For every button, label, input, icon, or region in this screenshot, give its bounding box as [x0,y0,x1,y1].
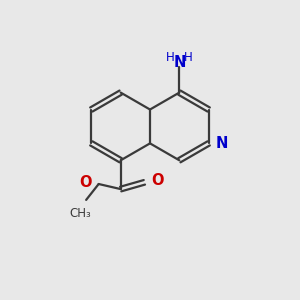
Text: CH₃: CH₃ [69,207,91,220]
Text: N: N [216,136,228,151]
Text: O: O [80,175,92,190]
Text: N: N [173,55,185,70]
Text: H: H [184,51,193,64]
Text: O: O [151,173,164,188]
Text: H: H [166,51,174,64]
